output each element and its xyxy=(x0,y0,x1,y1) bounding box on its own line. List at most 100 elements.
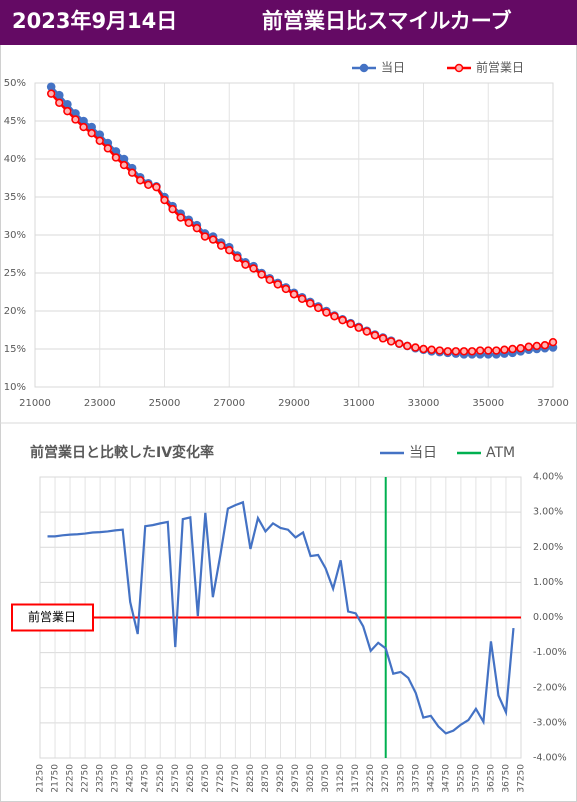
x-tick-label: 28250 xyxy=(246,764,256,793)
marker xyxy=(403,341,412,351)
marker xyxy=(257,270,266,279)
x-tick-label: 23000 xyxy=(84,398,116,409)
marker xyxy=(484,346,493,355)
marker xyxy=(273,280,283,289)
marker xyxy=(346,319,355,329)
marker xyxy=(467,347,477,356)
marker xyxy=(492,346,501,355)
x-tick-label: 37000 xyxy=(537,398,569,409)
marker xyxy=(330,312,339,321)
x-tick-label: 25000 xyxy=(149,398,181,409)
marker xyxy=(127,168,137,177)
x-tick-label: 31250 xyxy=(336,764,346,793)
x-tick-label: 35750 xyxy=(471,764,481,793)
x-tick-label: 32250 xyxy=(366,764,376,793)
marker xyxy=(314,303,323,313)
marker xyxy=(289,290,299,299)
x-tick-label: 21000 xyxy=(19,398,51,409)
legend-label: 前営業日 xyxy=(476,60,524,75)
marker xyxy=(305,299,315,308)
marker xyxy=(87,128,96,138)
y-tick-label: -1.00% xyxy=(533,647,567,658)
plot-border xyxy=(34,82,554,388)
x-tick-label: 33250 xyxy=(396,764,406,793)
marker xyxy=(225,246,234,255)
y-tick-label: 35% xyxy=(4,192,26,203)
x-tick-label: 22750 xyxy=(81,764,91,793)
x-tick-label: 37250 xyxy=(517,764,527,793)
marker xyxy=(362,327,372,336)
marker xyxy=(427,345,436,354)
marker xyxy=(540,341,550,350)
y-tick-label: 0.00% xyxy=(533,612,563,623)
marker xyxy=(95,130,105,139)
marker xyxy=(192,223,202,233)
chart-title: 前営業日と比較したIV変化率 xyxy=(30,444,214,461)
x-tick-label: 24750 xyxy=(141,764,151,793)
x-tick-label: 25750 xyxy=(171,764,181,793)
x-tick-label: 34750 xyxy=(441,764,451,793)
marker xyxy=(119,160,129,170)
marker xyxy=(79,116,88,126)
marker xyxy=(233,253,242,262)
y-tick-label: 2.00% xyxy=(533,542,563,553)
marker xyxy=(395,339,404,348)
x-tick-label: 35000 xyxy=(472,398,504,409)
marker xyxy=(241,260,250,269)
marker xyxy=(265,275,274,285)
y-tick-label: 40% xyxy=(4,154,26,165)
marker xyxy=(63,99,72,109)
x-tick-label: 32750 xyxy=(381,764,391,793)
x-tick-label: 31000 xyxy=(343,398,375,409)
x-tick-label: 28750 xyxy=(261,764,271,793)
marker xyxy=(443,347,452,356)
x-tick-label: 30750 xyxy=(321,764,331,793)
y-tick-label: 3.00% xyxy=(533,507,563,518)
y-tick-label: 1.00% xyxy=(533,577,563,588)
x-tick-label: 29000 xyxy=(278,398,310,409)
marker xyxy=(508,344,517,354)
marker xyxy=(54,90,64,100)
y-tick-label: 45% xyxy=(4,116,26,127)
marker xyxy=(119,154,129,164)
marker xyxy=(516,344,525,353)
x-tick-label: 34250 xyxy=(426,764,436,793)
marker xyxy=(200,232,210,241)
legend-label: 当日 xyxy=(409,445,437,461)
x-tick-label: 27750 xyxy=(231,764,241,793)
x-tick-label: 33750 xyxy=(411,764,421,793)
marker xyxy=(249,264,258,273)
x-tick-label: 33000 xyxy=(408,398,440,409)
x-tick-label: 36750 xyxy=(501,764,511,793)
marker xyxy=(281,284,291,294)
x-tick-label: 23250 xyxy=(96,764,106,793)
x-tick-label: 21250 xyxy=(36,764,46,793)
marker xyxy=(370,331,380,340)
marker xyxy=(63,106,72,116)
x-tick-label: 21750 xyxy=(51,764,61,793)
x-tick-label: 26250 xyxy=(186,764,196,793)
y-tick-label: -4.00% xyxy=(533,753,567,764)
baseline-label: 前営業日 xyxy=(28,609,76,624)
marker xyxy=(475,346,485,355)
marker xyxy=(532,341,542,351)
legend-marker xyxy=(359,63,369,73)
marker xyxy=(435,346,444,355)
y-tick-label: 20% xyxy=(4,306,26,317)
marker xyxy=(208,235,218,244)
marker xyxy=(103,144,113,153)
marker xyxy=(322,308,331,317)
y-tick-label: 10% xyxy=(4,382,26,393)
marker xyxy=(411,343,420,352)
marker xyxy=(354,323,363,332)
marker xyxy=(386,337,396,346)
y-tick-label: -2.00% xyxy=(533,682,567,693)
x-tick-label: 26750 xyxy=(201,764,211,793)
y-tick-label: 50% xyxy=(4,78,26,89)
marker xyxy=(419,344,428,354)
y-tick-label: 4.00% xyxy=(533,472,563,483)
marker xyxy=(144,180,153,190)
y-tick-label: 30% xyxy=(4,230,26,241)
marker xyxy=(55,98,64,107)
marker xyxy=(378,334,388,343)
